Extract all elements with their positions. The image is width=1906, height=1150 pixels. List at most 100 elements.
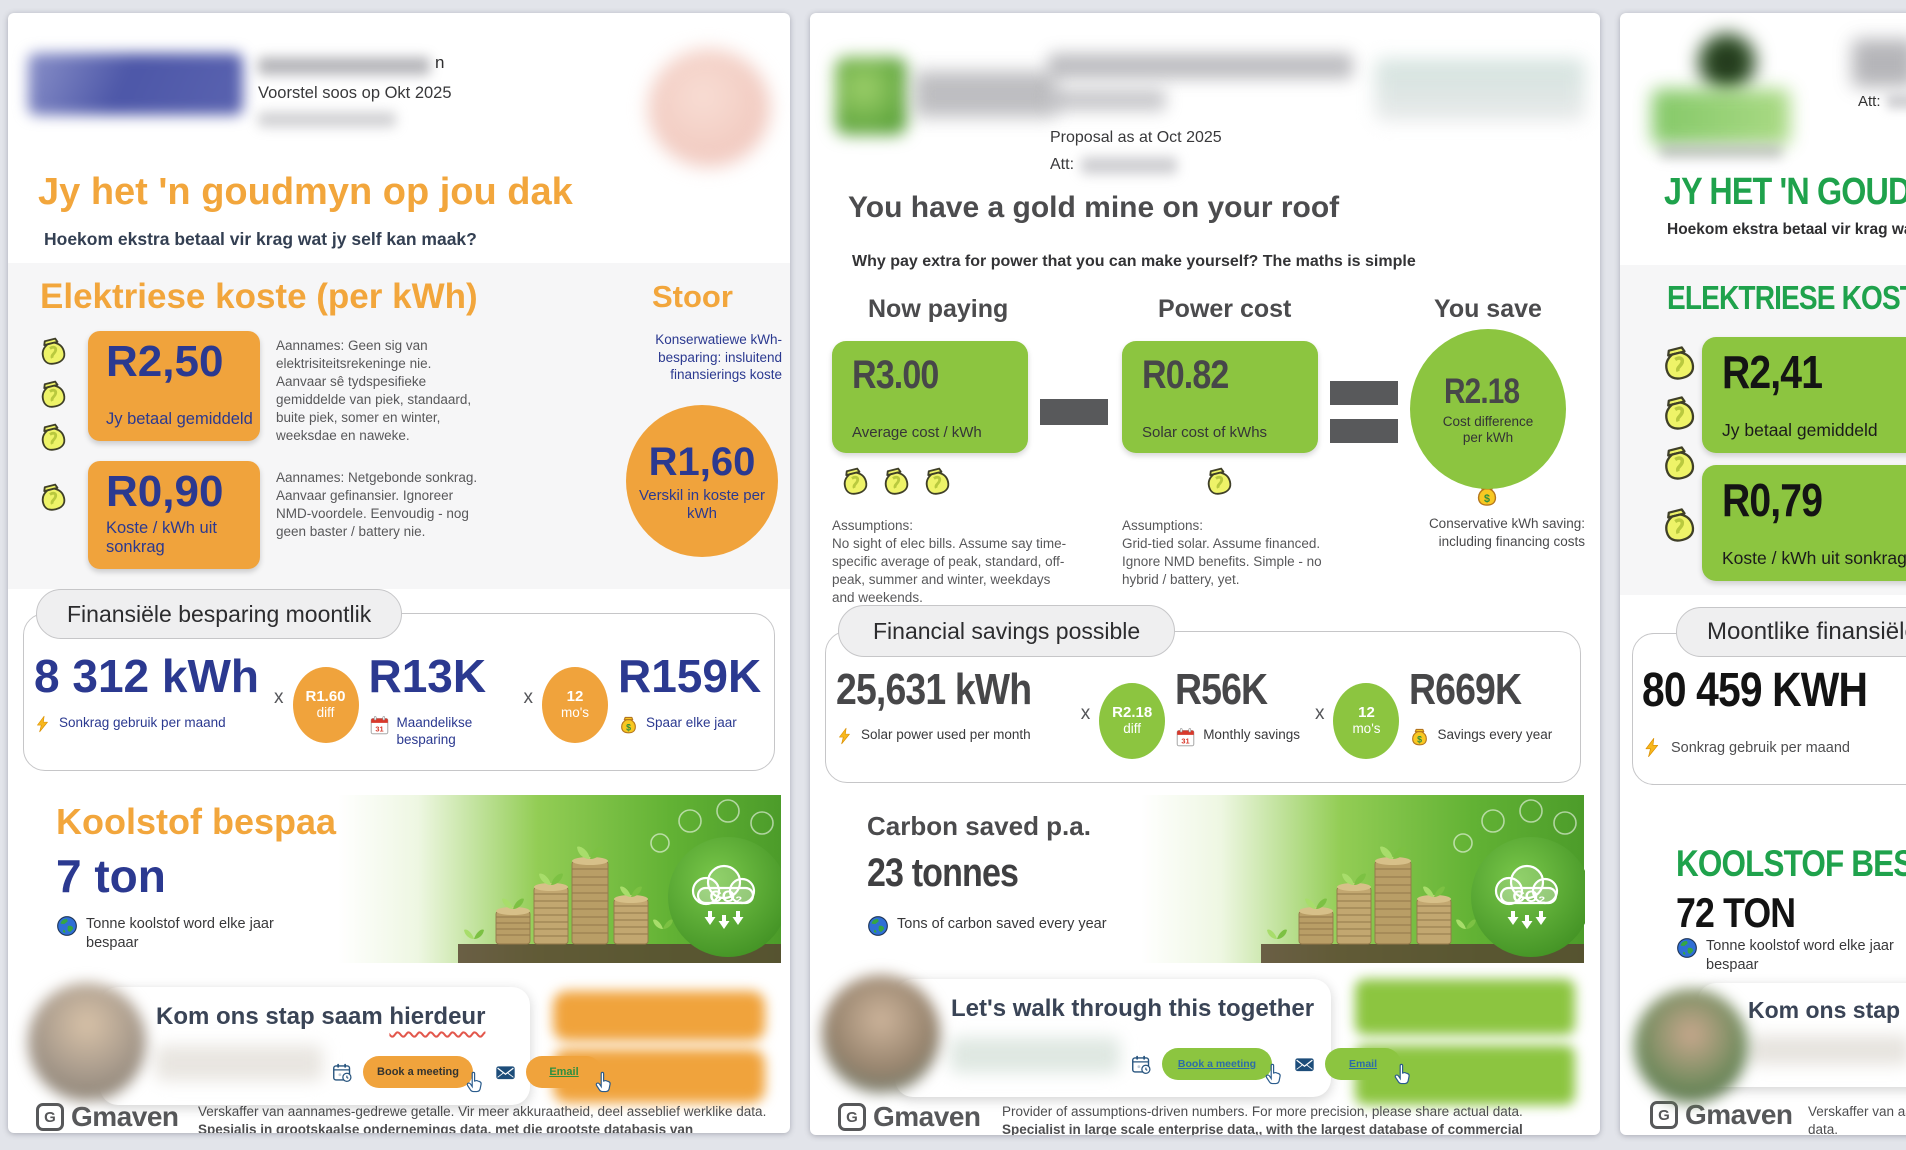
cost-difference-circle: R1,60 Verskil in koste per kWh [626,405,778,557]
diff-value: R1.60 [305,688,346,706]
average-cost-value: R2,50 [106,337,224,386]
equals-sign-top-bar [1330,381,1398,405]
solar-cost-assumptions: Assumptions: Grid-tied solar. Assume fin… [1122,517,1350,589]
earth-icon [56,915,78,937]
footer-line2: Specialist in large scale enterprise dat… [1002,1121,1523,1135]
you-save-value: R2.18 [1443,371,1520,411]
solar-cost-card: R0.82 Solar cost of kWhs [1122,341,1318,453]
saving-note: Conservative kWh saving: including finan… [1428,516,1585,550]
proposal-date-line: Voorstel soos op Okt 2025 [258,84,452,102]
redacted-company-name [1048,53,1353,79]
months-value: 12 [566,688,584,706]
money-bag-icon-stack [1658,343,1700,485]
redacted-attention-line [258,112,396,127]
diff-word: diff [1123,720,1142,736]
carbon-title: Carbon saved p.a. [867,811,1091,841]
diff-circle-badge: R1.60 diff [292,667,359,743]
solar-cost-card: R0,90 Koste / kWh uit sonkrag [88,461,260,569]
redacted-company-logo [1652,89,1790,145]
cta-title-plain: Kom ons stap saam [156,1003,390,1030]
footer-line1: Verskaffer van aannames-gedrewe getalle.… [198,1104,767,1119]
carbon-title: KOOLSTOF BESPAAR P.A. [1676,843,1906,884]
assumptions-head: Assumptions: [1122,518,1204,533]
savings-stats-row: 25,631 kWh Solar power used per month x … [836,665,1558,759]
redacted-cta-button-1[interactable] [553,991,765,1041]
redacted-contact-avatar [28,983,146,1101]
solar-kwh-label: Sonkrag gebruik per maand [59,715,226,730]
you-save-circle: R2.18 Cost difference per kWh [1410,329,1566,489]
months-word: mo's [1352,720,1381,736]
multiply-sign: x [1314,703,1325,724]
footer-line1: Provider of assumptions-driven numbers. … [1002,1104,1523,1119]
carbon-label-row: Tonne koolstof word elke jaar bespaar [56,915,291,953]
savings-stats-row: 8 312 kWh Sonkrag gebruik per maand x R1… [34,649,767,749]
redacted-company-name-line2 [1048,89,1166,111]
cta-title: Let's walk through this together [951,995,1315,1022]
envelope-icon [1294,1054,1315,1075]
yearly-savings-stat: R159K Spaar elke jaar [618,649,761,736]
you-save-header: You save [1434,295,1542,323]
envelope-icon [495,1062,516,1083]
gmaven-logo: G Gmaven [1650,1099,1793,1131]
redacted-company-logo [28,53,243,115]
redacted-company-name [258,57,430,75]
gold-money-bag-icon [618,715,639,736]
lightning-icon [34,715,52,733]
cta-actions: Book a meeting Email [332,1049,614,1095]
monthly-savings-stat: R13K Maandelikse besparing [369,649,509,749]
redacted-cta-button-1[interactable] [1355,979,1575,1035]
multiply-sign: x [523,687,534,708]
redacted-attention-name [1081,156,1178,174]
attention-label: Att: [1858,93,1881,110]
calendar-31-icon [1175,727,1196,748]
lightning-icon [836,727,854,745]
redacted-logo-emblem [1698,33,1756,91]
money-bag-icon [1658,343,1700,385]
average-cost-value: R2,41 [1722,346,1823,398]
average-cost-assumptions: Assumptions: No sight of elec bills. Ass… [832,517,1074,607]
book-meeting-button[interactable]: Book a meeting [1162,1048,1272,1080]
cta-title: Kom ons stap saam hierdeur [156,1003,485,1031]
email-button[interactable]: Email [1325,1048,1401,1080]
average-cost-assumptions: Aannames: Geen sig van elektrisiteitsrek… [276,338,472,444]
solar-cost-assumptions: Aannames: Netgebonde sonkrag. Aanvaar ge… [276,470,478,540]
page-subtitle: Hoekom ekstra betaal vir krag wat jy sel… [44,229,477,249]
store-title: Stoor [652,279,733,314]
gmaven-logo-icon: G [1650,1101,1678,1129]
money-bag-icon-stack [36,335,70,455]
contact-card: Kom ons stap saam hierdeur Book a meetin… [100,987,530,1105]
solar-cost-label: Koste / kWh uit sonkrag [106,519,217,556]
eco-coins-co2-image [1140,795,1585,963]
gmaven-logo: G Gmaven [36,1101,179,1133]
savings-tab: Moontlike finansiële besparing [1676,607,1906,657]
assumptions-head: Assumptions: [832,518,914,533]
hand-cursor-icon [1264,1063,1284,1087]
months-circle-badge: 12 mo's [542,667,608,743]
gmaven-logo: G Gmaven [838,1101,981,1133]
email-button[interactable]: Email [526,1056,602,1088]
solar-kwh-label: Sonkrag gebruik per maand [1671,739,1850,756]
multiply-sign: x [1080,703,1091,724]
cta-actions: Book a meeting Email [1131,1041,1413,1087]
book-meeting-button[interactable]: Book a meeting [363,1056,473,1088]
money-bag-icon [1658,505,1700,547]
carbon-label: Tonne koolstof word elke jaar bespaar [1706,938,1894,973]
proposal-page-afrikaans-green: Att: JY HET 'N GOUDMYN OP JOU DAK Hoekom… [1620,13,1906,1135]
redacted-logo-wordmark [914,71,1056,117]
money-bag-icon-row [838,465,954,499]
gmaven-logo-icon: G [838,1103,866,1131]
money-bag-icon [1658,443,1700,485]
diff-value: R2.18 [1112,704,1153,722]
average-cost-label: Jy betaal gemiddeld [1722,420,1878,440]
page-title: JY HET 'N GOUDMYN OP JOU DAK [1664,171,1906,213]
cost-difference-label: Verskil in koste per kWh [639,486,765,522]
multiply-sign: x [274,687,284,708]
solar-kwh-value: 80 459 KWH [1642,664,1868,717]
company-name-visible-letter: n [435,53,445,72]
footer-text: Verskaffer van aannames-gedrewe getalle.… [198,1103,776,1133]
page-subtitle: Why pay extra for power that you can mak… [852,253,1416,270]
redacted-company-logo [835,57,907,135]
solar-kwh-stat: 8 312 kWh Sonkrag gebruik per maand [34,649,259,733]
store-note: Konserwatiewe kWh-besparing: insluitend … [655,332,782,383]
money-bag-icon [838,465,872,499]
